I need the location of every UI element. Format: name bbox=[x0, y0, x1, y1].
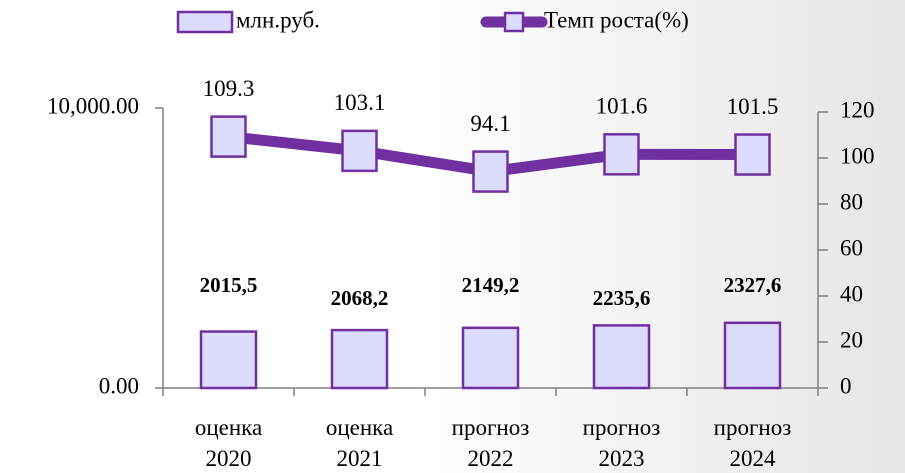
x-tick-label: прогноз 2022 bbox=[452, 415, 530, 471]
line-value-label: 109.3 bbox=[203, 76, 255, 101]
bar bbox=[330, 328, 389, 390]
x-tick-label-line: оценка bbox=[195, 415, 262, 440]
legend-label: млн.руб. bbox=[236, 7, 320, 32]
y2-tick-label: 60 bbox=[840, 235, 863, 260]
x-tick-label-line: 2024 bbox=[730, 446, 777, 471]
bar bbox=[723, 321, 782, 390]
x-tick-label-line: 2021 bbox=[337, 446, 383, 471]
line-value-label: 101.6 bbox=[596, 94, 648, 119]
line-marker bbox=[603, 133, 640, 176]
x-tick-label: оценка 2021 bbox=[326, 415, 393, 471]
y2-tick-label: 40 bbox=[840, 281, 863, 306]
bar-value-label: 2068,2 bbox=[331, 286, 389, 310]
x-tick-label-line: 2020 bbox=[206, 446, 252, 471]
x-tick-label: прогноз 2024 bbox=[714, 415, 792, 471]
legend-label: Темп роста(%) bbox=[544, 7, 689, 32]
x-tick-label: прогноз 2023 bbox=[583, 415, 661, 471]
x-tick-label-line: прогноз bbox=[714, 415, 792, 440]
line-marker bbox=[341, 129, 378, 173]
y2-tick-label: 20 bbox=[840, 327, 863, 352]
bar bbox=[592, 324, 651, 390]
x-tick-label-line: 2023 bbox=[599, 446, 645, 471]
x-tick-label-line: 2022 bbox=[468, 446, 514, 471]
line-value-label: 101.5 bbox=[727, 94, 779, 119]
x-tick-label-line: оценка bbox=[326, 415, 393, 440]
bar-value-label: 2327,6 bbox=[724, 273, 782, 297]
bar bbox=[461, 326, 520, 390]
x-tick-label-line: прогноз bbox=[452, 415, 530, 440]
y2-tick-label: 80 bbox=[840, 189, 863, 214]
bar-value-label: 2235,6 bbox=[593, 286, 651, 310]
y2-tick-label: 100 bbox=[840, 143, 875, 168]
y-tick-label: 10,000.00 bbox=[47, 93, 139, 118]
x-tick-label: оценка 2020 bbox=[195, 415, 262, 471]
line-value-label: 94.1 bbox=[470, 111, 510, 136]
bar bbox=[199, 330, 258, 390]
legend-marker bbox=[503, 11, 525, 33]
y2-tick-label: 0 bbox=[840, 373, 852, 398]
y2-tick-label: 120 bbox=[840, 97, 875, 122]
bar-value-label: 2149,2 bbox=[462, 273, 520, 297]
line-marker bbox=[210, 115, 247, 158]
bar-value-label: 2015,5 bbox=[200, 273, 258, 297]
line-marker bbox=[734, 133, 771, 176]
y-tick-label: 0.00 bbox=[99, 373, 139, 398]
line-marker bbox=[472, 150, 509, 193]
line-value-label: 103.1 bbox=[334, 90, 386, 115]
x-tick-label-line: прогноз bbox=[583, 415, 661, 440]
legend-swatch bbox=[176, 10, 234, 34]
